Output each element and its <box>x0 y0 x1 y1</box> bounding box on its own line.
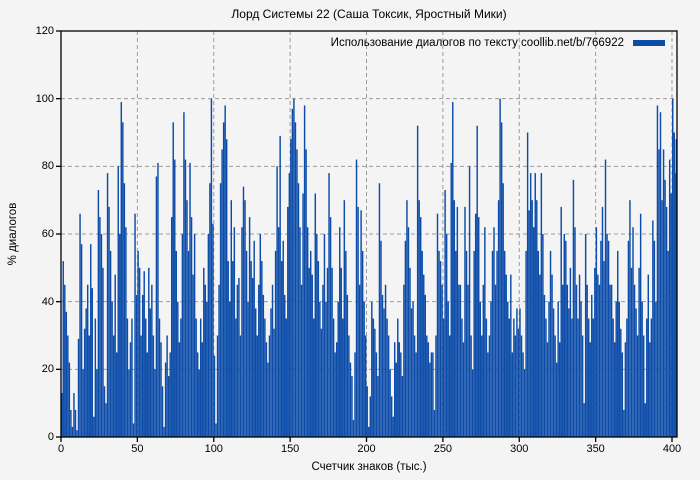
x-tick-label: 200 <box>357 443 376 455</box>
y-tick-label: 80 <box>41 160 54 173</box>
y-tick-label: 60 <box>41 228 54 240</box>
x-tick-label: 400 <box>662 443 682 455</box>
y-tick-label: 20 <box>41 363 54 376</box>
y-tick-label: 120 <box>35 25 54 37</box>
x-tick-label: 350 <box>586 443 605 455</box>
chart-title: Лорд Системы 22 (Саша Токсик, Яростный М… <box>231 7 507 21</box>
x-tick-label: 250 <box>433 443 453 455</box>
y-tick-label: 40 <box>41 295 54 308</box>
x-tick-label: 300 <box>510 443 529 455</box>
x-tick-label: 50 <box>131 443 144 455</box>
legend-swatch-icon <box>633 40 665 46</box>
x-axis-label: Счетчик знаков (тыс.) <box>311 461 427 473</box>
legend-label: Использование диалогов по тексту coollib… <box>330 37 624 49</box>
y-tick-label: 0 <box>47 431 54 443</box>
y-axis-label: % диалогов <box>7 202 19 266</box>
legend: Использование диалогов по тексту coollib… <box>331 36 665 50</box>
y-tick-label: 100 <box>35 92 54 105</box>
x-tick-label: 0 <box>57 443 65 455</box>
x-tick-label: 150 <box>280 443 300 455</box>
x-tick-label: 100 <box>204 443 223 455</box>
